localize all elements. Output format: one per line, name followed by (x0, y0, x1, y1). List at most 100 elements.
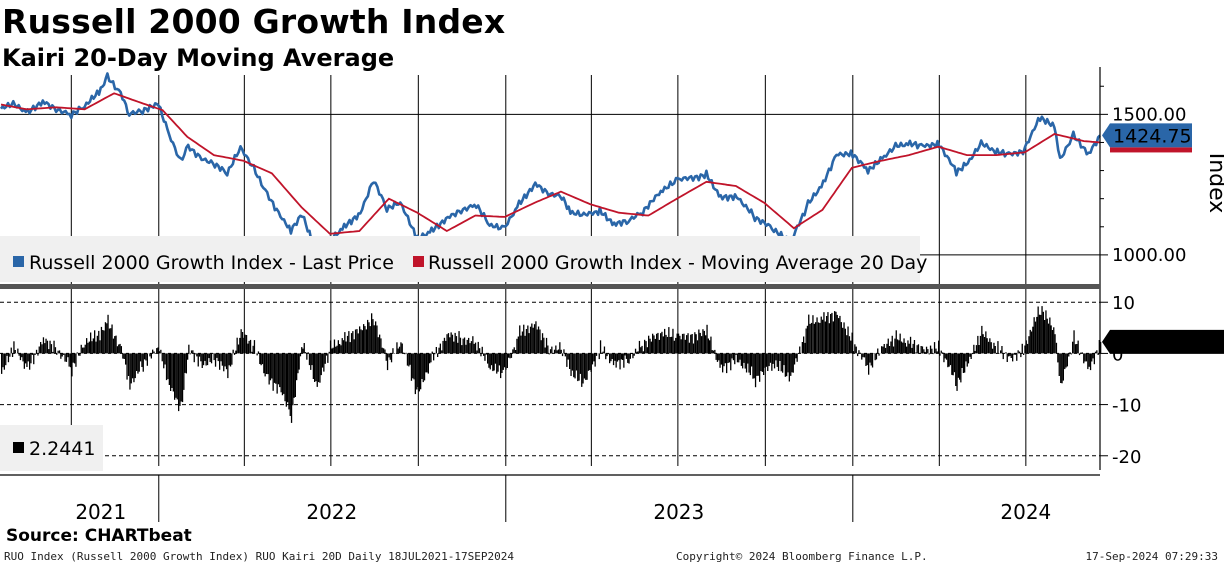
kairi-bar (465, 344, 467, 354)
kairi-bar (602, 351, 604, 354)
kairi-bar (519, 325, 521, 354)
kairi-bar (993, 342, 995, 354)
kairi-bar (1058, 353, 1060, 376)
kairi-bar (614, 353, 616, 361)
kairi-bar (111, 324, 113, 354)
kairi-bar (229, 353, 232, 367)
kairi-bar (531, 323, 533, 354)
kairi-bar (401, 343, 403, 354)
kairi-bar (481, 346, 483, 354)
kairi-bar (512, 349, 514, 354)
kairi-bar (739, 353, 741, 360)
kairi-bar (684, 339, 686, 354)
kairi-bar (307, 352, 309, 354)
kairi-bar (497, 353, 499, 372)
kairi-bar (694, 332, 696, 354)
kairi-bar (158, 351, 161, 354)
kairi-bar (396, 342, 398, 354)
kairi-bar (641, 345, 643, 354)
kairi-bar (1049, 317, 1051, 354)
kairi-bar (690, 334, 692, 354)
kairi-bar (622, 353, 624, 360)
kairi-bar (866, 353, 868, 366)
kairi-bar (780, 353, 782, 372)
kairi-bar (924, 351, 926, 354)
kairi-bar (418, 353, 420, 392)
kairi-bar (977, 335, 979, 354)
kairi-bar (1068, 353, 1070, 357)
price-tick-label: 1000.00 (1112, 245, 1186, 266)
kairi-bar (183, 353, 185, 390)
kairi-bar (623, 353, 625, 368)
kairi-bar (709, 340, 711, 354)
kairi-bar (609, 353, 611, 364)
kairi-bar (862, 353, 864, 358)
kairi-bar (1033, 317, 1035, 354)
kairi-bar (975, 345, 978, 354)
kairi-bar (129, 353, 131, 390)
kairi-bar (748, 353, 750, 373)
kairi-bar (971, 353, 974, 355)
kairi-bar (463, 337, 466, 354)
kairi-bar (118, 344, 120, 354)
kairi-bar (414, 353, 416, 395)
kairi-bar (217, 353, 219, 362)
kairi-bar (220, 353, 222, 362)
kairi-bar (372, 319, 374, 354)
kairi-bar (198, 353, 201, 357)
kairi-bar (806, 325, 809, 354)
kairi-bar (589, 353, 591, 371)
kairi-bar (206, 353, 209, 366)
kairi-bar (888, 346, 891, 354)
kairi-bar (943, 353, 945, 363)
kairi-bar (886, 343, 888, 354)
kairi-bar (877, 348, 879, 354)
kairi-bar (208, 353, 210, 359)
kairi-bar (33, 353, 35, 365)
kairi-bar (638, 340, 641, 354)
kairi-bar (767, 353, 769, 371)
kairi-bar (1087, 353, 1089, 370)
kairi-bar (768, 353, 770, 367)
kairi-bar (517, 336, 519, 354)
kairi-bar (696, 340, 699, 354)
kairi-bar (548, 353, 550, 355)
kairi-bar (982, 334, 984, 354)
kairi-bar (58, 350, 61, 354)
kairi-bar (314, 353, 316, 382)
kairi-bar (764, 353, 766, 368)
kairi-bar (855, 346, 857, 354)
kairi-bar (1060, 353, 1062, 383)
kairi-bar (1009, 353, 1011, 356)
kairi-bar (69, 353, 72, 368)
kairi-bar (503, 353, 506, 368)
kairi-bar (315, 353, 317, 382)
kairi-bar (48, 349, 50, 354)
kairi-bar (187, 353, 189, 360)
kairi-bar (18, 353, 20, 356)
kairi-bar (227, 353, 229, 379)
kairi-bar (823, 312, 825, 354)
kairi-bar (1001, 346, 1003, 354)
kairi-bar (7, 353, 10, 363)
kairi-bar (691, 334, 693, 354)
kairi-bar (466, 339, 468, 354)
kairi-bar (1025, 340, 1027, 354)
kairi-bar (409, 353, 411, 365)
kairi-bar (707, 338, 709, 354)
kairi-bar (377, 337, 379, 354)
kairi-bar (559, 342, 561, 354)
kairi-bar (248, 340, 250, 354)
kairi-bar (795, 353, 797, 359)
kairi-bar (297, 353, 299, 374)
kairi-bar (787, 353, 789, 373)
kairi-bar (139, 353, 142, 362)
kairi-bar (516, 338, 518, 354)
kairi-bar (776, 353, 778, 367)
kairi-bar (618, 353, 620, 361)
kairi-bar (913, 340, 916, 354)
kairi-bar (1084, 353, 1086, 362)
kairi-bar (627, 353, 629, 363)
kairi-bar (263, 353, 265, 374)
kairi-panel: 2.2441 (0, 306, 1102, 471)
